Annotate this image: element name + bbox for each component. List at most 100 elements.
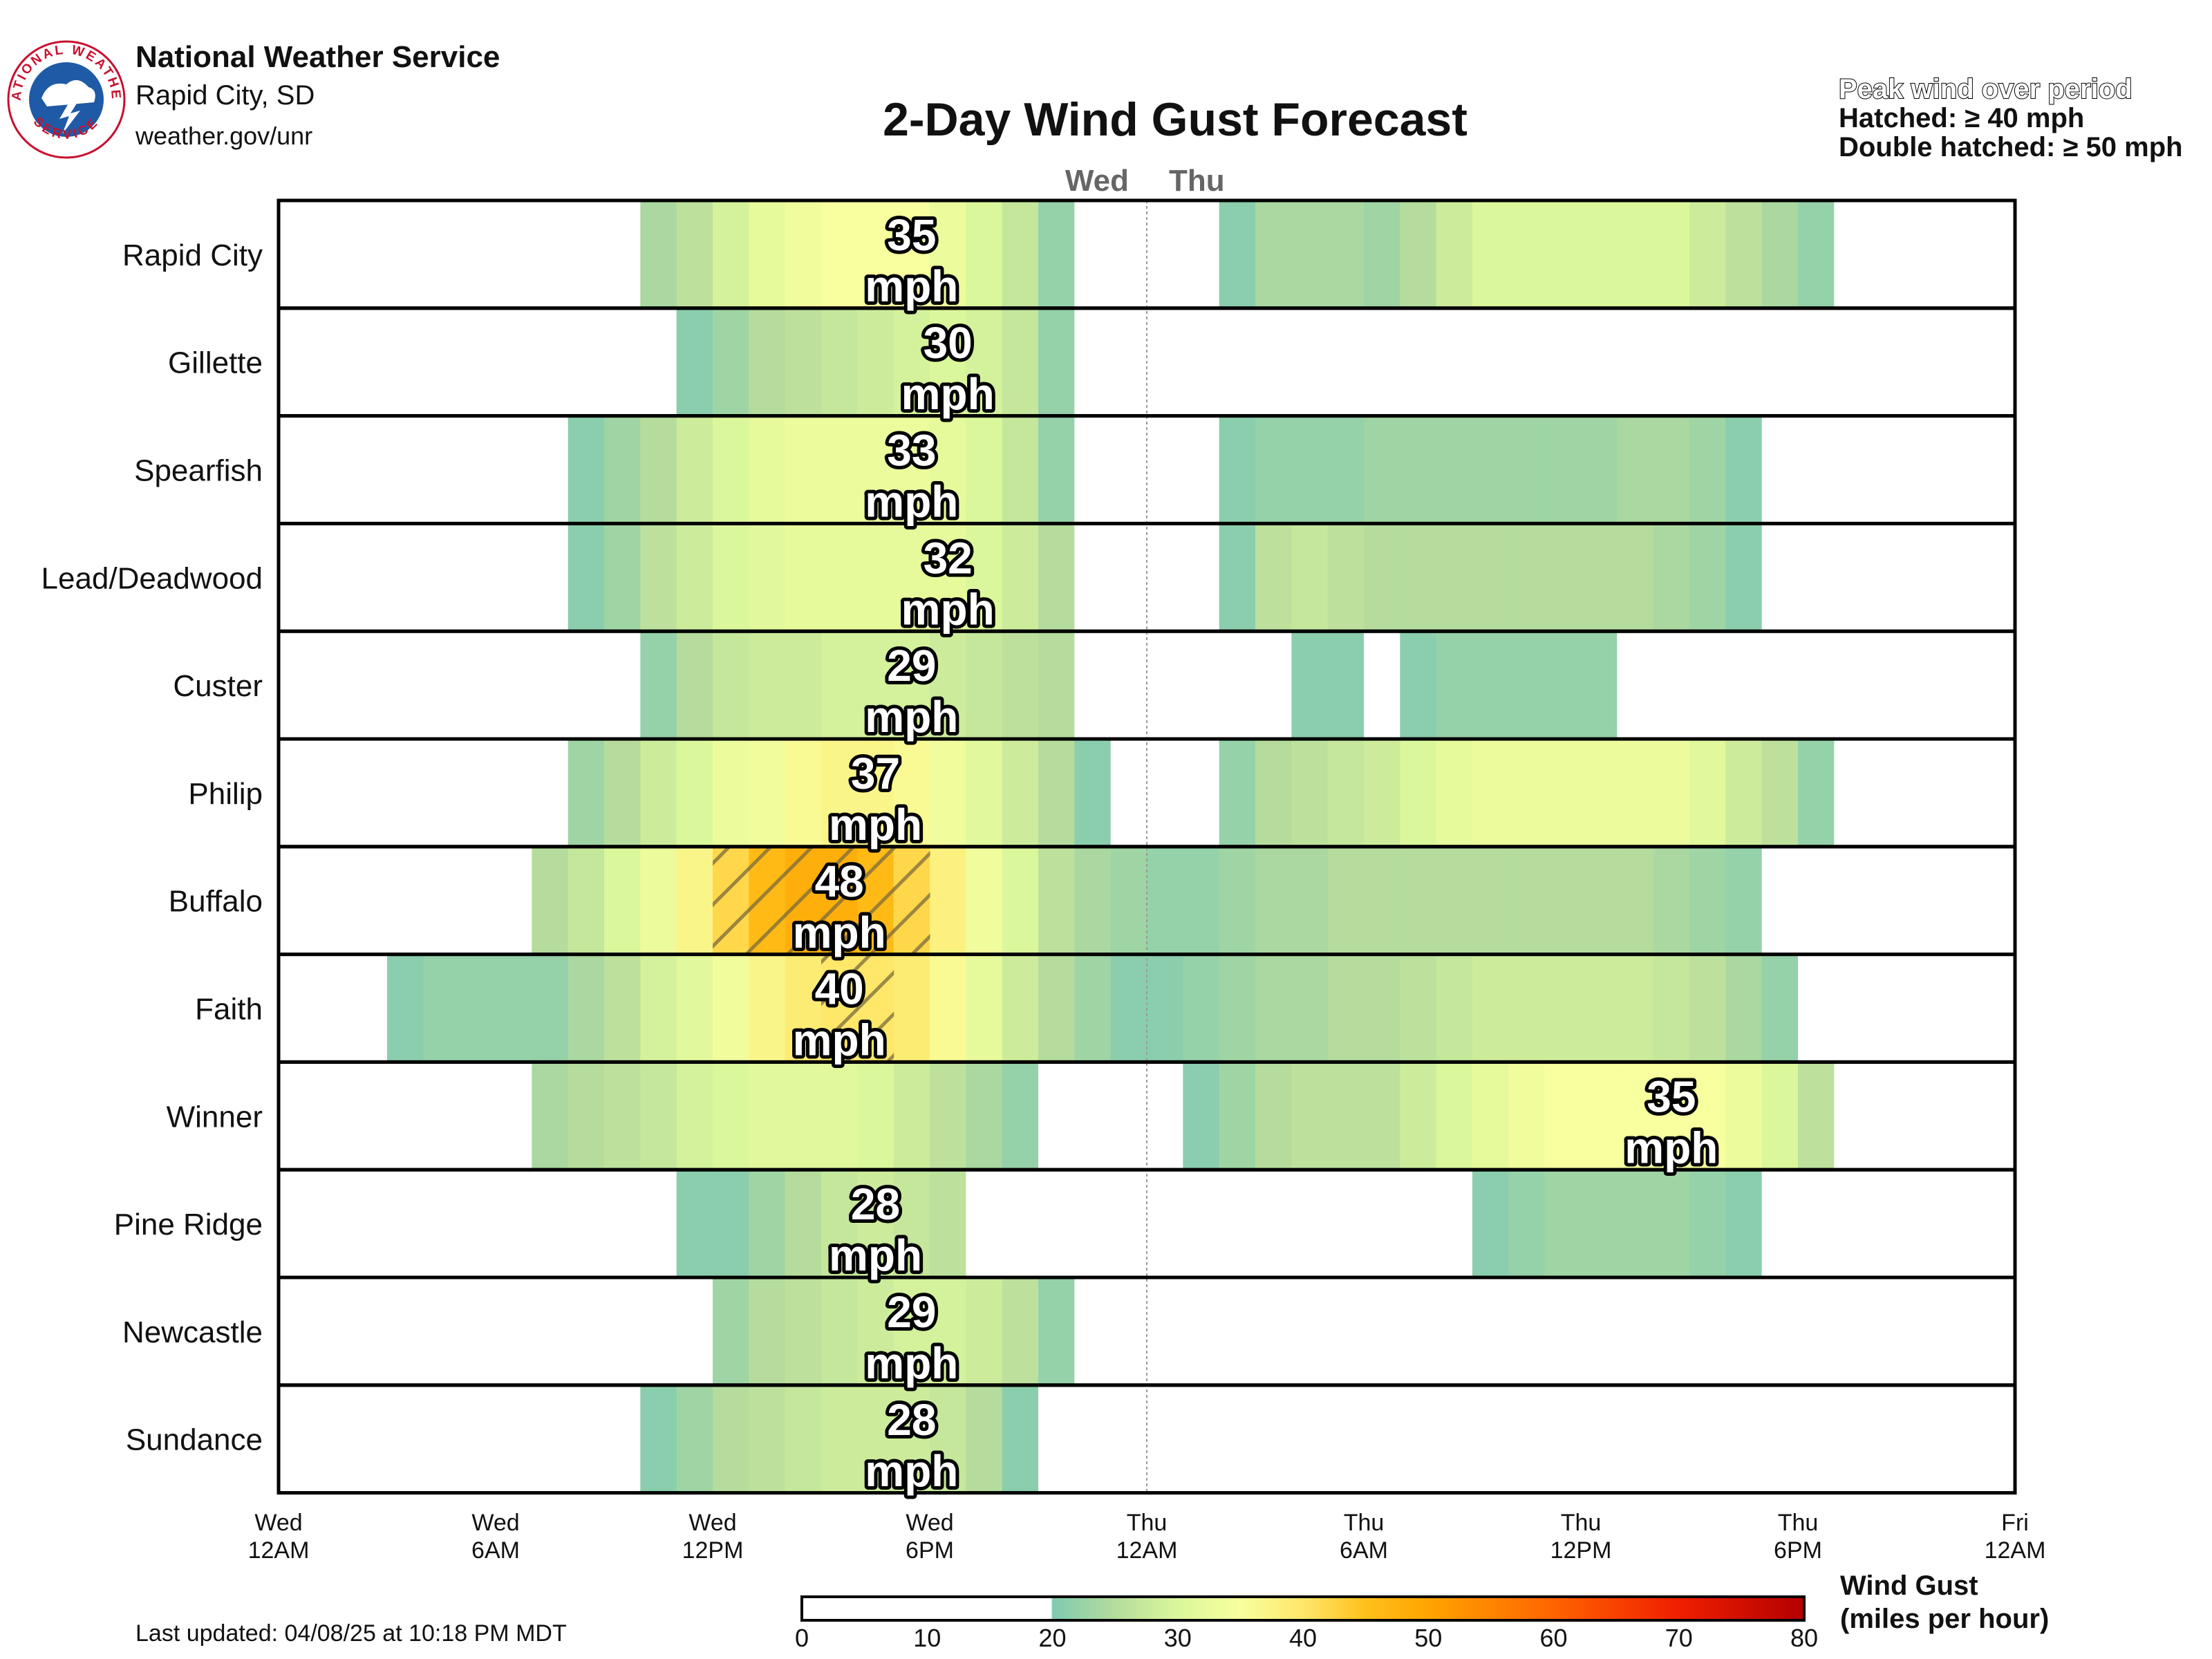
gust-cell: [459, 308, 496, 416]
gust-cell: [1291, 954, 1329, 1062]
gust-cell: [1689, 1277, 1726, 1385]
gust-cell: [1544, 846, 1582, 955]
gust-cell: [676, 1170, 713, 1277]
gust-cell: [1291, 1385, 1329, 1493]
gust-cell: [1400, 846, 1437, 955]
gust-cell: [966, 739, 1003, 847]
gust-cell: [1400, 1385, 1437, 1493]
gust-cell: [315, 1385, 352, 1493]
gust-cell: [387, 523, 424, 632]
gust-cell: [532, 1062, 569, 1170]
gust-cell: [459, 846, 496, 955]
gust-cell: [279, 415, 315, 524]
gust-cell: [857, 739, 894, 847]
gust-cell: [1617, 954, 1654, 1062]
gust-cell: [1942, 415, 1980, 524]
peak-unit-label: mph: [1624, 1123, 1718, 1172]
gust-cell: [1870, 415, 1907, 524]
gust-cell: [749, 308, 786, 416]
gust-cell: [387, 846, 424, 955]
org-url[interactable]: weather.gov/unr: [135, 122, 313, 150]
gust-cell: [1255, 1170, 1292, 1277]
peak-unit-label: mph: [901, 369, 995, 419]
gust-cell: [930, 631, 966, 739]
gust-cell: [1327, 1277, 1365, 1385]
gust-cell: [893, 954, 930, 1062]
gust-cell: [1761, 1170, 1799, 1277]
gust-cell: [1472, 1170, 1509, 1277]
gust-cell: [1291, 631, 1329, 739]
gust-cell: [1219, 1277, 1256, 1385]
gust-cell: [387, 954, 424, 1062]
gust-cell: [749, 1385, 786, 1493]
gust-cell: [1653, 523, 1690, 632]
peak-value-label: 35: [1647, 1071, 1696, 1121]
x-tick-time: 6PM: [1774, 1537, 1822, 1564]
gust-cell: [1002, 200, 1039, 308]
gust-cell: [1002, 846, 1039, 955]
gust-cell: [1400, 308, 1437, 416]
gust-cell: [1436, 739, 1473, 847]
gust-cell: [676, 415, 713, 524]
gust-cell: [930, 1277, 966, 1385]
gust-cell: [1400, 954, 1437, 1062]
gust-cell: [496, 1277, 532, 1385]
gust-cell: [1038, 954, 1075, 1062]
gust-cell: [1906, 1385, 1943, 1493]
gust-cell: [1906, 739, 1943, 847]
gust-cell: [568, 1170, 605, 1277]
gust-cell: [1581, 631, 1618, 739]
gust-cell: [676, 631, 713, 739]
gust-cell: [966, 415, 1003, 524]
gust-cell: [1870, 954, 1907, 1062]
gust-cell: [1870, 1062, 1907, 1170]
gust-cell: [1617, 846, 1654, 955]
gust-cell: [423, 1170, 460, 1277]
gust-cell: [387, 631, 424, 739]
day-label-wed: Wed: [1065, 164, 1129, 198]
gust-cell: [713, 1277, 749, 1385]
gust-cell: [1472, 846, 1509, 955]
gust-cell: [1364, 1170, 1400, 1277]
gust-cell: [1038, 200, 1075, 308]
gust-cell: [713, 1062, 749, 1170]
gust-cell: [532, 1277, 569, 1385]
gust-cell: [1761, 1062, 1799, 1170]
gust-cell: [640, 739, 677, 847]
gust-cell: [350, 308, 388, 416]
legend-note-line2: Hatched: ≥ 40 mph: [1839, 103, 2085, 133]
gust-cell: [1147, 1170, 1183, 1277]
gust-cell: [315, 308, 352, 416]
gust-cell: [893, 1062, 930, 1170]
gust-cell: [640, 954, 677, 1062]
gust-cell: [350, 415, 388, 524]
gust-cell: [1942, 1062, 1980, 1170]
gust-cell: [350, 523, 388, 632]
gust-cell: [1544, 1277, 1582, 1385]
gust-cell: [1038, 523, 1075, 632]
gust-cell: [1255, 846, 1292, 955]
heatmap-row: [279, 415, 2016, 524]
gust-cell: [1906, 954, 1943, 1062]
peak-value-label: 30: [924, 318, 973, 368]
gust-cell: [893, 523, 930, 632]
gust-cell: [423, 200, 460, 308]
gust-cell: [459, 1385, 496, 1493]
gust-cell: [423, 415, 460, 524]
gust-cell: [1219, 1062, 1256, 1170]
gust-cell: [387, 739, 424, 847]
gust-cell: [930, 1385, 966, 1493]
hatch-cell: [857, 954, 894, 1062]
gust-cell: [1436, 523, 1473, 632]
gust-cell: [1147, 1062, 1183, 1170]
gust-cell: [1436, 1062, 1473, 1170]
gust-cell: [1834, 415, 1871, 524]
x-tick-day: Thu: [1778, 1510, 1819, 1536]
x-tick-day: Wed: [688, 1510, 736, 1536]
gust-cell: [423, 523, 460, 632]
gust-cell: [1110, 415, 1147, 524]
gust-cell: [1761, 415, 1799, 524]
gust-cell: [1110, 523, 1147, 632]
gust-cell: [1038, 1062, 1075, 1170]
gust-cell: [1798, 1062, 1835, 1170]
